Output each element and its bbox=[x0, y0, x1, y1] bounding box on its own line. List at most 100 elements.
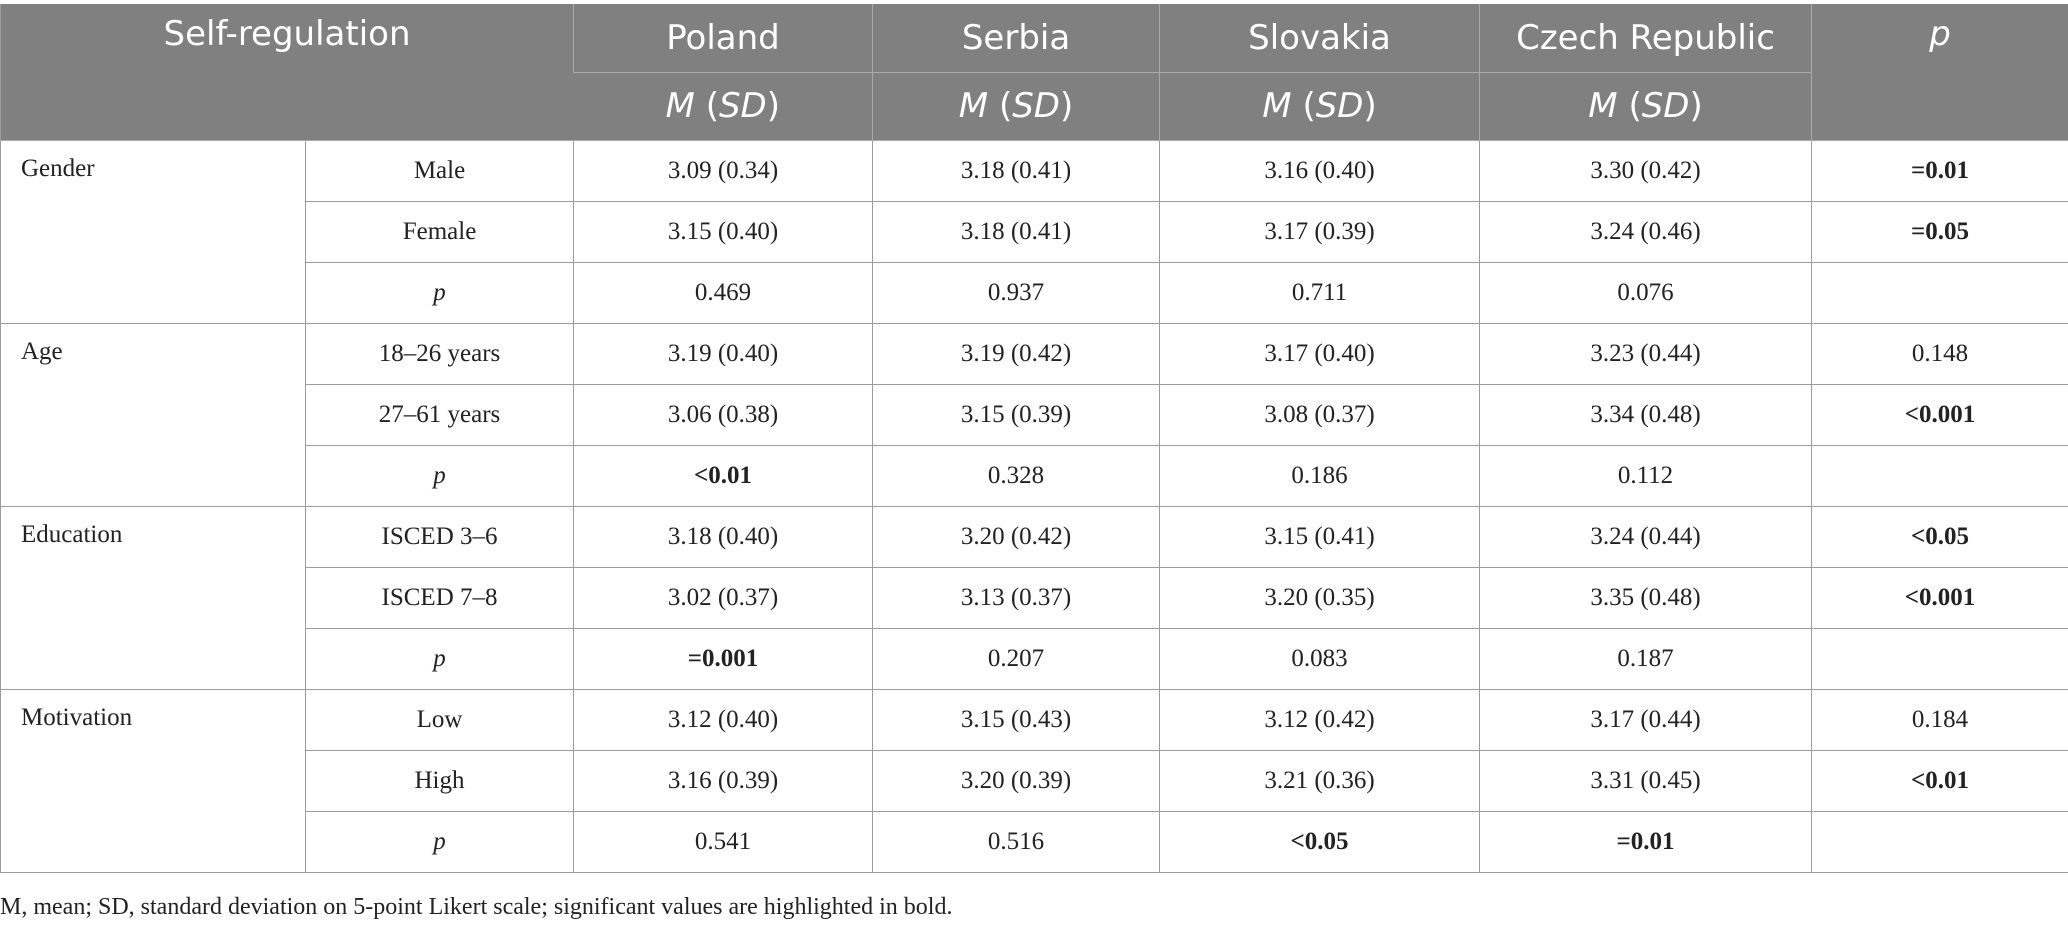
row-sub-label: ISCED 3–6 bbox=[304, 505, 575, 568]
p-value-cell: <0.001 bbox=[1811, 383, 2068, 446]
p-value-cell bbox=[1811, 627, 2068, 690]
table-row: 27–61 years 3.06 (0.38) 3.15 (0.39) 3.08 (0… bbox=[1, 383, 2068, 446]
value-cell: 3.24 (0.44) bbox=[1479, 505, 1813, 568]
header-stat: M (SD) bbox=[573, 72, 873, 141]
value-cell: 3.17 (0.39) bbox=[1159, 200, 1481, 263]
p-value-cell: =0.05 bbox=[1811, 200, 2068, 263]
value-cell: 3.16 (0.40) bbox=[1159, 139, 1481, 202]
value-cell: 0.112 bbox=[1479, 444, 1813, 507]
value-cell: 3.17 (0.44) bbox=[1479, 688, 1813, 751]
row-sub-label: 18–26 years bbox=[304, 322, 575, 385]
header-title: Self-regulation bbox=[0, 4, 574, 141]
value-cell: 3.30 (0.42) bbox=[1479, 139, 1813, 202]
value-cell: 3.13 (0.37) bbox=[872, 566, 1161, 629]
row-group-label: Gender bbox=[0, 139, 306, 324]
value-cell: 3.20 (0.42) bbox=[872, 505, 1161, 568]
p-value-cell bbox=[1811, 810, 2068, 873]
p-value-cell: 0.148 bbox=[1811, 322, 2068, 385]
value-cell: 3.16 (0.39) bbox=[573, 749, 874, 812]
table-row: Female 3.15 (0.40) 3.18 (0.41) 3.17 (0.39) 3… bbox=[1, 200, 2068, 263]
value-cell: 0.328 bbox=[872, 444, 1161, 507]
value-cell: 3.12 (0.40) bbox=[573, 688, 874, 751]
value-cell: 3.09 (0.34) bbox=[573, 139, 874, 202]
row-sub-label: ISCED 7–8 bbox=[304, 566, 575, 629]
value-cell: 0.186 bbox=[1159, 444, 1481, 507]
row-group-label: Age bbox=[0, 322, 306, 507]
value-cell: 0.937 bbox=[872, 261, 1161, 324]
table-footnote: M, mean; SD, standard deviation on 5-poi… bbox=[0, 894, 953, 920]
row-group-label: Education bbox=[0, 505, 306, 690]
header-stat: M (SD) bbox=[1159, 72, 1480, 141]
header-row-stats: M (SD) M (SD) M (SD) M (SD) bbox=[1, 72, 2068, 141]
value-cell: 0.207 bbox=[872, 627, 1161, 690]
table-row: p =0.001 0.207 0.083 0.187 bbox=[1, 627, 2068, 690]
value-cell: 3.20 (0.39) bbox=[872, 749, 1161, 812]
value-cell: 3.21 (0.36) bbox=[1159, 749, 1481, 812]
self-regulation-table: Self-regulation Poland Serbia Slovakia C… bbox=[0, 4, 2068, 873]
table-row: Education ISCED 3–6 3.18 (0.40) 3.20 (0.42)… bbox=[0, 505, 2068, 690]
value-cell: 3.31 (0.45) bbox=[1479, 749, 1813, 812]
value-cell: <0.01 bbox=[573, 444, 874, 507]
table-wrapper: Self-regulation Poland Serbia Slovakia C… bbox=[0, 4, 2068, 873]
table-row: Motivation Low 3.12 (0.40) 3.15 (0.43) 3.12 … bbox=[0, 688, 2068, 873]
row-sub-label: Female bbox=[304, 200, 575, 263]
row-sub-label: 27–61 years bbox=[304, 383, 575, 446]
p-value-cell: <0.001 bbox=[1811, 566, 2068, 629]
row-sub-label: Low bbox=[304, 688, 575, 751]
value-cell: 3.15 (0.40) bbox=[573, 200, 874, 263]
value-cell: 3.15 (0.43) bbox=[872, 688, 1161, 751]
value-cell: <0.05 bbox=[1159, 810, 1481, 873]
value-cell: 3.02 (0.37) bbox=[573, 566, 874, 629]
row-sub-label: p bbox=[304, 444, 575, 507]
value-cell: 3.15 (0.41) bbox=[1159, 505, 1481, 568]
value-cell: 3.12 (0.42) bbox=[1159, 688, 1481, 751]
p-value-cell: 0.184 bbox=[1811, 688, 2068, 751]
header-country: Slovakia bbox=[1159, 4, 1480, 73]
value-cell: 0.711 bbox=[1159, 261, 1481, 324]
value-cell: 3.08 (0.37) bbox=[1159, 383, 1481, 446]
table-body: Gender Male 3.09 (0.34) 3.18 (0.41) 3.16 (0.… bbox=[0, 139, 2068, 873]
value-cell: 3.15 (0.39) bbox=[872, 383, 1161, 446]
value-cell: 3.35 (0.48) bbox=[1479, 566, 1813, 629]
table-row: p 0.541 0.516 <0.05 =0.01 bbox=[1, 810, 2068, 873]
value-cell: 3.18 (0.41) bbox=[872, 200, 1161, 263]
p-value-cell: =0.01 bbox=[1811, 139, 2068, 202]
value-cell: =0.001 bbox=[573, 627, 874, 690]
row-sub-label: Male bbox=[304, 139, 575, 202]
p-value-cell bbox=[1811, 444, 2068, 507]
value-cell: 3.23 (0.44) bbox=[1479, 322, 1813, 385]
p-value-cell: <0.01 bbox=[1811, 749, 2068, 812]
value-cell: 3.34 (0.48) bbox=[1479, 383, 1813, 446]
value-cell: 0.541 bbox=[573, 810, 874, 873]
header-row-countries: Self-regulation Poland Serbia Slovakia C… bbox=[0, 4, 2068, 141]
value-cell: 3.19 (0.42) bbox=[872, 322, 1161, 385]
row-sub-label: p bbox=[304, 810, 575, 873]
header-country: Serbia bbox=[872, 4, 1160, 73]
value-cell: =0.01 bbox=[1479, 810, 1813, 873]
row-group-label: Motivation bbox=[0, 688, 306, 873]
row-sub-label: p bbox=[304, 261, 575, 324]
header-stat: M (SD) bbox=[1479, 72, 1812, 141]
value-cell: 3.17 (0.40) bbox=[1159, 322, 1481, 385]
row-sub-label: High bbox=[304, 749, 575, 812]
table-row: ISCED 7–8 3.02 (0.37) 3.13 (0.37) 3.20 (0.3… bbox=[1, 566, 2068, 629]
p-value-cell: <0.05 bbox=[1811, 505, 2068, 568]
table-row: Gender Male 3.09 (0.34) 3.18 (0.41) 3.16 (0.… bbox=[0, 139, 2068, 324]
value-cell: 0.187 bbox=[1479, 627, 1813, 690]
value-cell: 0.076 bbox=[1479, 261, 1813, 324]
value-cell: 3.24 (0.46) bbox=[1479, 200, 1813, 263]
value-cell: 0.469 bbox=[573, 261, 874, 324]
header-country: Poland bbox=[573, 4, 873, 73]
value-cell: 3.18 (0.41) bbox=[872, 139, 1161, 202]
table-row: p <0.01 0.328 0.186 0.112 bbox=[1, 444, 2068, 507]
table-row: p 0.469 0.937 0.711 0.076 bbox=[1, 261, 2068, 324]
row-sub-label: p bbox=[304, 627, 575, 690]
header-p: p bbox=[1811, 4, 2068, 141]
value-cell: 3.06 (0.38) bbox=[573, 383, 874, 446]
table-row: Age 18–26 years 3.19 (0.40) 3.19 (0.42) 3.17… bbox=[0, 322, 2068, 507]
value-cell: 0.083 bbox=[1159, 627, 1481, 690]
value-cell: 3.19 (0.40) bbox=[573, 322, 874, 385]
value-cell: 3.20 (0.35) bbox=[1159, 566, 1481, 629]
value-cell: 0.516 bbox=[872, 810, 1161, 873]
header-stat: M (SD) bbox=[872, 72, 1160, 141]
